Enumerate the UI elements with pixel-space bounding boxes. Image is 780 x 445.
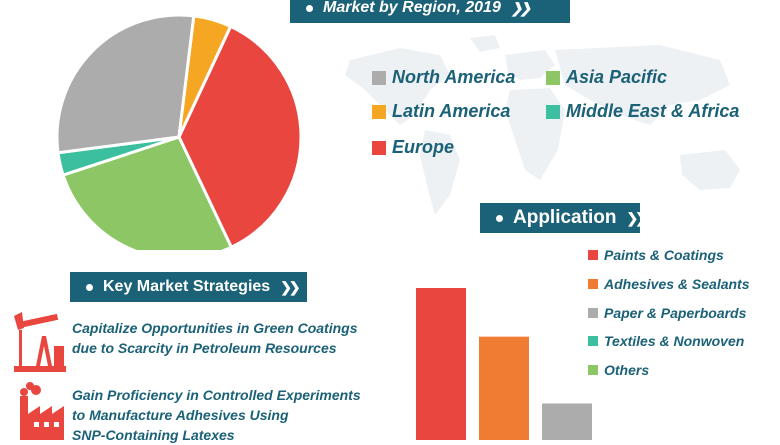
pie-slice-latin-america xyxy=(177,14,233,138)
double-chevron-right-icon: ❯❯ xyxy=(280,278,301,295)
legend-label: North America xyxy=(392,67,516,87)
strategies-section-banner: Key Market Strategies ❯❯ xyxy=(70,272,307,302)
bar-paints-coatings xyxy=(416,288,466,440)
strategy-item-green-coatings: Capitalize Opportunities in Green Coatin… xyxy=(72,318,357,358)
banner-bullet xyxy=(306,4,313,12)
bar-paper-paperboards xyxy=(542,403,592,440)
oil-pump-icon xyxy=(14,312,66,372)
legend-swatch xyxy=(546,104,560,119)
strategy-line: Capitalize Opportunities in Green Coatin… xyxy=(72,320,358,336)
legend-swatch xyxy=(588,336,598,346)
legend-swatch xyxy=(588,279,598,289)
region-pie-chart xyxy=(55,13,303,250)
legend-swatch xyxy=(588,365,598,375)
world-map-background xyxy=(345,35,740,215)
banner-bullet xyxy=(496,214,503,222)
legend-item-europe: Europe xyxy=(372,137,454,158)
legend-item-adhesives-sealants: Adhesives & Sealants xyxy=(588,276,750,292)
legend-label: Europe xyxy=(392,137,455,157)
legend-item-asia-pacific: Asia Pacific xyxy=(546,67,667,88)
legend-item-middle-east-africa: Middle East & Africa xyxy=(546,101,739,122)
legend-swatch xyxy=(588,250,598,260)
legend-item-paints-coatings: Paints & Coatings xyxy=(588,247,724,263)
banner-bullet xyxy=(86,283,93,291)
legend-label: Paints & Coatings xyxy=(604,247,724,263)
application-section-title: Application xyxy=(513,207,617,228)
double-chevron-right-icon: ❯❯ xyxy=(510,0,532,16)
region-section-title: Market by Region, 2019 xyxy=(323,0,501,16)
legend-item-paper-paperboards: Paper & Paperboards xyxy=(588,305,746,321)
legend-label: Asia Pacific xyxy=(566,67,668,87)
double-chevron-right-icon: ❯❯ xyxy=(626,209,647,226)
legend-swatch xyxy=(372,140,386,155)
legend-label: Textiles & Nonwoven xyxy=(604,333,745,349)
strategy-line: Gain Proficiency in Controlled Experimen… xyxy=(72,387,361,403)
legend-label: Others xyxy=(604,362,650,378)
legend-item-others: Others xyxy=(588,362,649,378)
strategy-line: SNP-Containing Latexes xyxy=(72,427,235,443)
legend-item-latin-america: Latin America xyxy=(372,101,510,122)
legend-label: Latin America xyxy=(392,101,511,121)
legend-item-textiles-nonwoven: Textiles & Nonwoven xyxy=(588,333,744,349)
pie-slice-europe xyxy=(177,24,303,250)
strategies-section-title: Key Market Strategies xyxy=(103,278,271,295)
strategy-line: due to Scarcity in Petroleum Resources xyxy=(72,340,337,356)
legend-label: Middle East & Africa xyxy=(566,101,740,121)
legend-swatch xyxy=(588,308,598,318)
legend-swatch xyxy=(372,70,386,85)
application-section-banner: Application ❯❯ xyxy=(480,203,647,233)
region-section-banner: Market by Region, 2019 ❯❯ xyxy=(290,0,570,23)
legend-item-north-america: North America xyxy=(372,67,515,88)
bar-adhesives-sealants xyxy=(479,336,529,440)
legend-label: Adhesives & Sealants xyxy=(604,276,750,292)
legend-swatch xyxy=(372,104,386,119)
legend-label: Paper & Paperboards xyxy=(604,305,747,321)
strategy-item-controlled-experiments: Gain Proficiency in Controlled Experimen… xyxy=(72,385,361,445)
pie-slice-asia-pacific xyxy=(61,135,234,250)
strategy-line: to Manufacture Adhesives Using xyxy=(72,407,289,423)
application-bar-chart xyxy=(416,288,592,440)
pie-slice-north-america xyxy=(55,13,196,155)
factory-icon xyxy=(20,382,64,440)
legend-swatch xyxy=(546,70,560,85)
